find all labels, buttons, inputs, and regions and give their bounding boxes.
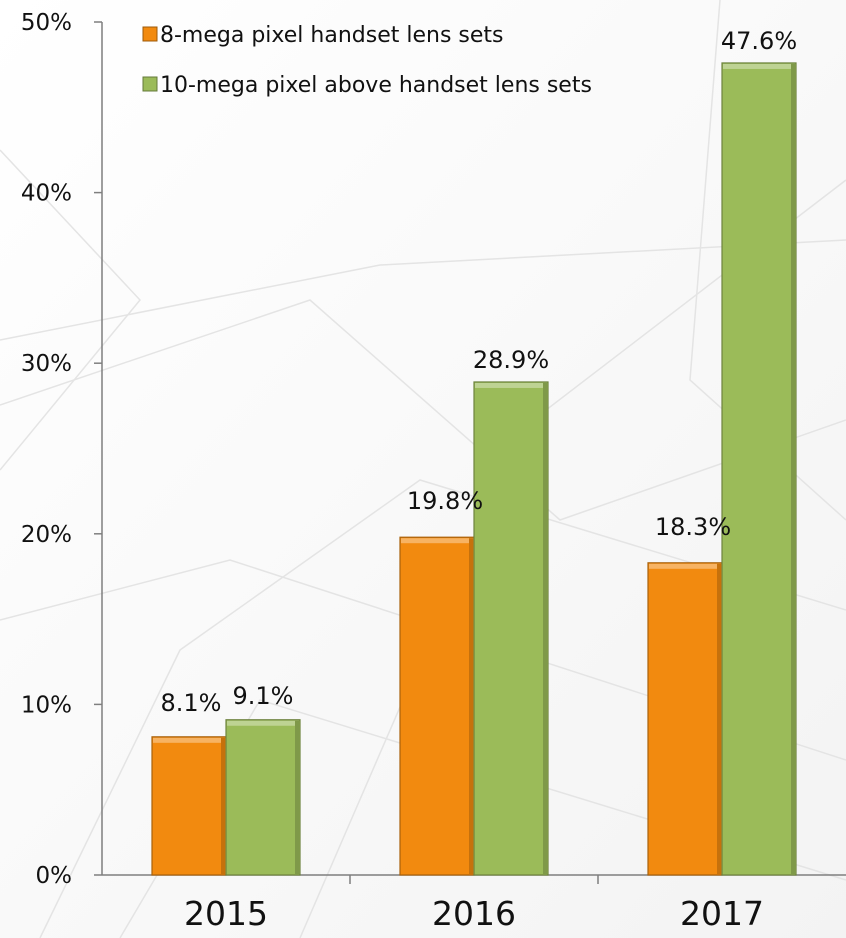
y-tick-label: 10% bbox=[21, 692, 72, 718]
bar-highlight bbox=[475, 382, 547, 388]
data-label: 9.1% bbox=[233, 682, 294, 710]
y-tick-label: 40% bbox=[21, 181, 72, 207]
bar-highlight bbox=[153, 737, 225, 743]
bar bbox=[647, 562, 723, 876]
bar bbox=[473, 381, 549, 876]
y-tick-label: 20% bbox=[21, 522, 72, 548]
legend: 8-mega pixel handset lens sets 10-mega pi… bbox=[142, 23, 592, 98]
bar bbox=[225, 719, 301, 876]
legend-swatch bbox=[142, 26, 158, 42]
bars-layer bbox=[151, 62, 797, 876]
bar-side-shade bbox=[469, 538, 473, 874]
y-tick-label: 0% bbox=[36, 863, 73, 889]
bar-highlight bbox=[401, 538, 473, 544]
bar-highlight bbox=[723, 63, 795, 69]
data-label: 19.8% bbox=[407, 487, 483, 515]
data-label: 28.9% bbox=[473, 346, 549, 374]
y-tick-label: 30% bbox=[21, 351, 72, 377]
bar-side-shade bbox=[295, 720, 299, 874]
bar bbox=[151, 736, 227, 876]
x-category-label: 2016 bbox=[432, 894, 516, 933]
x-category-label: 2017 bbox=[680, 894, 764, 933]
bar-side-shade bbox=[543, 382, 547, 874]
legend-label: 10-mega pixel above handset lens sets bbox=[160, 73, 592, 98]
legend-label: 8-mega pixel handset lens sets bbox=[160, 23, 503, 48]
data-labels-layer: 8.1% 9.1% 19.8% 28.9% 18.3% 47.6% bbox=[161, 27, 798, 717]
x-category-label: 2015 bbox=[184, 894, 268, 933]
legend-swatch bbox=[142, 76, 158, 92]
bar-side-shade bbox=[791, 63, 795, 875]
data-label: 47.6% bbox=[721, 27, 797, 55]
y-tick-label: 50% bbox=[21, 10, 72, 36]
data-label: 18.3% bbox=[655, 513, 731, 541]
bar-highlight bbox=[649, 563, 721, 569]
data-label: 8.1% bbox=[161, 689, 222, 717]
bar-highlight bbox=[227, 720, 299, 726]
bar-side-shade bbox=[221, 737, 225, 874]
bar bbox=[721, 62, 797, 876]
bar-side-shade bbox=[717, 563, 721, 874]
bar bbox=[399, 536, 475, 876]
